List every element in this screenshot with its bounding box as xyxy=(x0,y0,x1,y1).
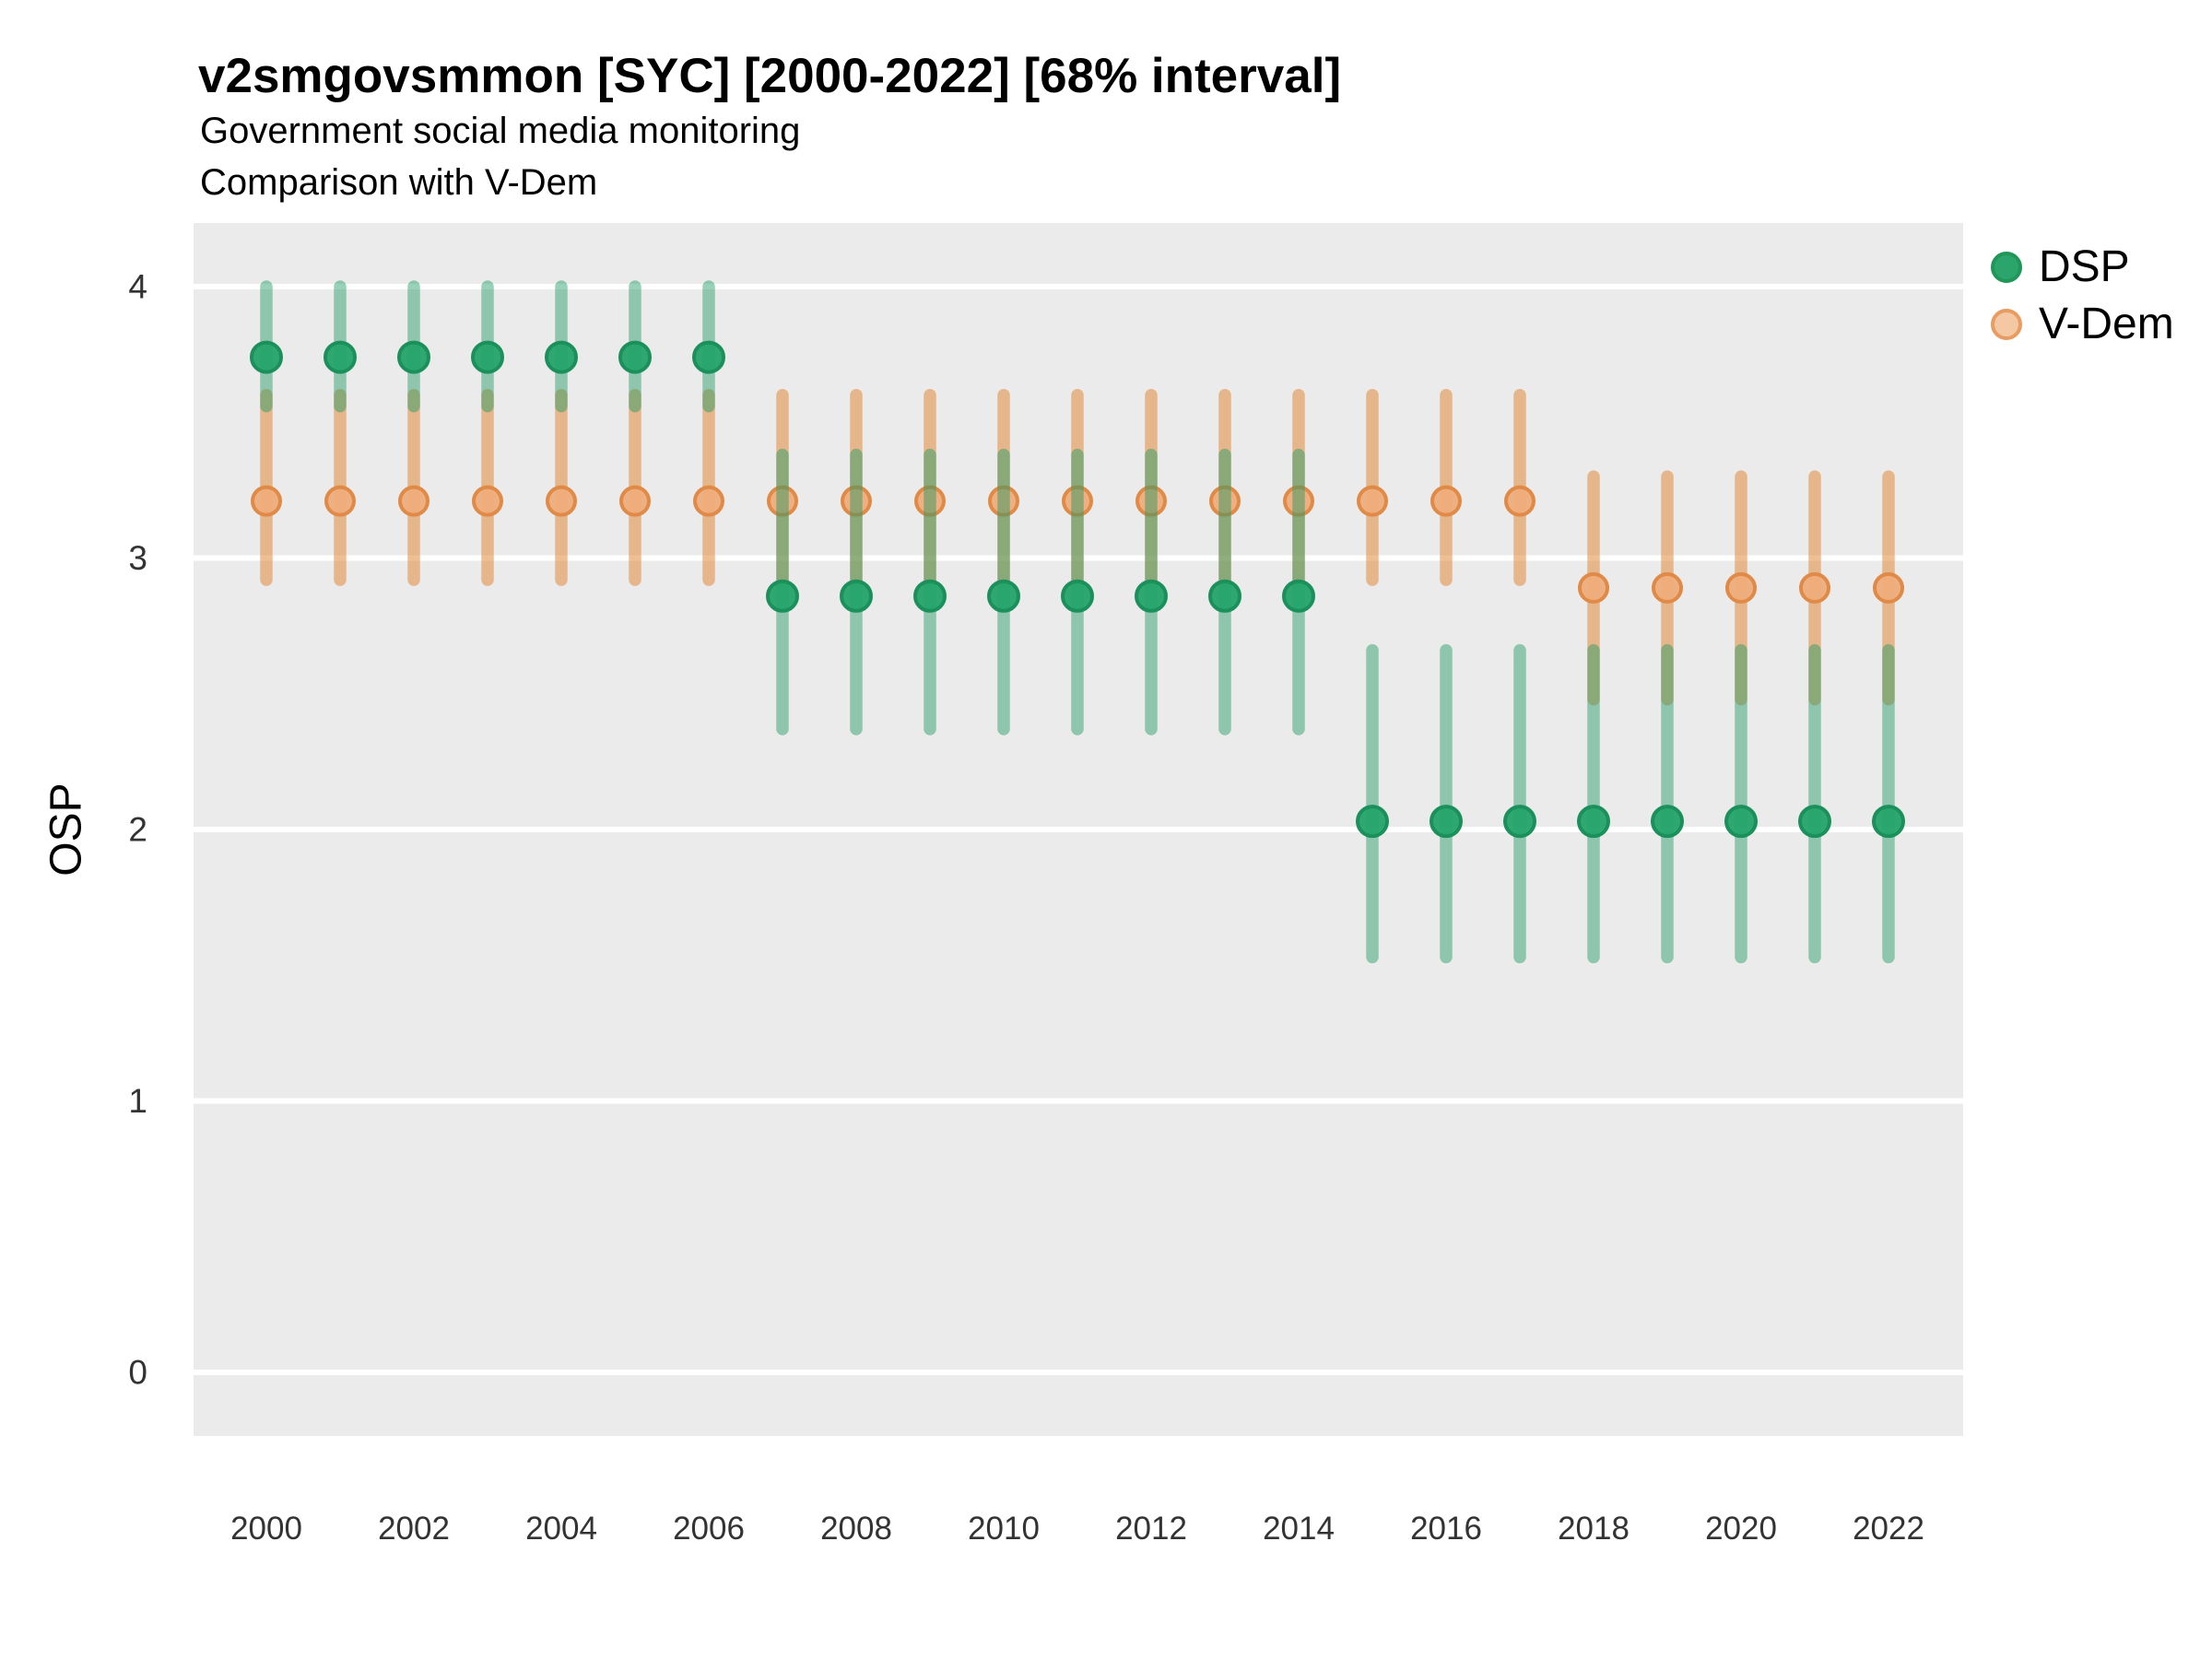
chart-title: v2smgovsmmon [SYC] [2000-2022] [68% inte… xyxy=(198,49,1342,103)
legend: DSP V-Dem xyxy=(1991,245,2174,347)
y-tick-label: 4 xyxy=(128,268,147,306)
dsp-legend-swatch-icon xyxy=(1991,252,2022,283)
y-tick-label: 1 xyxy=(128,1082,147,1120)
y-tick-label: 2 xyxy=(128,811,147,849)
vdem-point xyxy=(619,485,651,517)
dsp-point xyxy=(1798,805,1831,839)
dsp-point xyxy=(1430,805,1463,839)
dsp-point xyxy=(324,340,357,374)
x-tick-label: 2020 xyxy=(1705,1511,1777,1547)
x-tick-label: 2000 xyxy=(230,1511,302,1547)
dsp-point xyxy=(618,340,652,374)
dsp-point xyxy=(1282,579,1315,613)
dsp-point xyxy=(1503,805,1536,839)
dsp-point xyxy=(1135,579,1168,613)
chart-subtitle: Government social media monitoring xyxy=(200,111,801,151)
vdem-point xyxy=(1799,571,1830,604)
legend-label-vdem: V-Dem xyxy=(2039,300,2174,348)
dsp-point xyxy=(1577,805,1610,839)
vdem-point xyxy=(398,485,429,517)
vdem-point xyxy=(251,485,282,517)
vdem-point xyxy=(472,485,503,517)
vdem-point xyxy=(1209,485,1241,517)
legend-item-dsp: DSP xyxy=(1991,245,2174,289)
y-tick-label: 0 xyxy=(128,1354,147,1392)
dsp-point xyxy=(840,579,873,613)
vdem-point xyxy=(1062,485,1093,517)
vdem-point xyxy=(1135,485,1167,517)
x-tick-label: 2002 xyxy=(378,1511,450,1547)
vdem-point xyxy=(693,485,724,517)
x-tick-label: 2016 xyxy=(1410,1511,1482,1547)
dsp-point xyxy=(545,340,578,374)
dsp-point xyxy=(1356,805,1389,839)
x-tick-label: 2010 xyxy=(968,1511,1040,1547)
dsp-point xyxy=(397,340,430,374)
dsp-point xyxy=(1724,805,1758,839)
dsp-point xyxy=(913,579,947,613)
dsp-point xyxy=(1061,579,1094,613)
dsp-point xyxy=(987,579,1020,613)
vdem-point xyxy=(841,485,872,517)
dsp-point xyxy=(766,579,799,613)
vdem-point xyxy=(324,485,356,517)
x-tick-label: 2004 xyxy=(525,1511,597,1547)
vdem-point xyxy=(1283,485,1314,517)
vdem-point xyxy=(546,485,577,517)
vdem-point xyxy=(1357,485,1388,517)
x-tick-label: 2012 xyxy=(1115,1511,1187,1547)
vdem-point xyxy=(914,485,946,517)
dsp-point xyxy=(1651,805,1684,839)
vdem-point xyxy=(1578,571,1609,604)
x-tick-label: 2006 xyxy=(673,1511,745,1547)
vdem-legend-swatch-icon xyxy=(1991,309,2022,340)
x-tick-label: 2022 xyxy=(1853,1511,1924,1547)
dsp-point xyxy=(692,340,725,374)
vdem-point xyxy=(767,485,798,517)
vdem-point xyxy=(1504,485,1535,517)
vdem-point xyxy=(1652,571,1683,604)
dsp-point xyxy=(1872,805,1905,839)
dsp-point xyxy=(250,340,283,374)
x-tick-label: 2014 xyxy=(1263,1511,1335,1547)
legend-item-vdem: V-Dem xyxy=(1991,302,2174,347)
vdem-point xyxy=(1430,485,1462,517)
y-tick-label: 3 xyxy=(128,539,147,577)
legend-label-dsp: DSP xyxy=(2039,242,2130,291)
dsp-point xyxy=(1208,579,1241,613)
x-tick-label: 2018 xyxy=(1558,1511,1630,1547)
dsp-point xyxy=(471,340,504,374)
vdem-point xyxy=(988,485,1019,517)
x-tick-label: 2008 xyxy=(820,1511,892,1547)
chart-annotation: Comparison with V-Dem xyxy=(200,162,598,203)
vdem-point xyxy=(1873,571,1904,604)
vdem-point xyxy=(1725,571,1757,604)
